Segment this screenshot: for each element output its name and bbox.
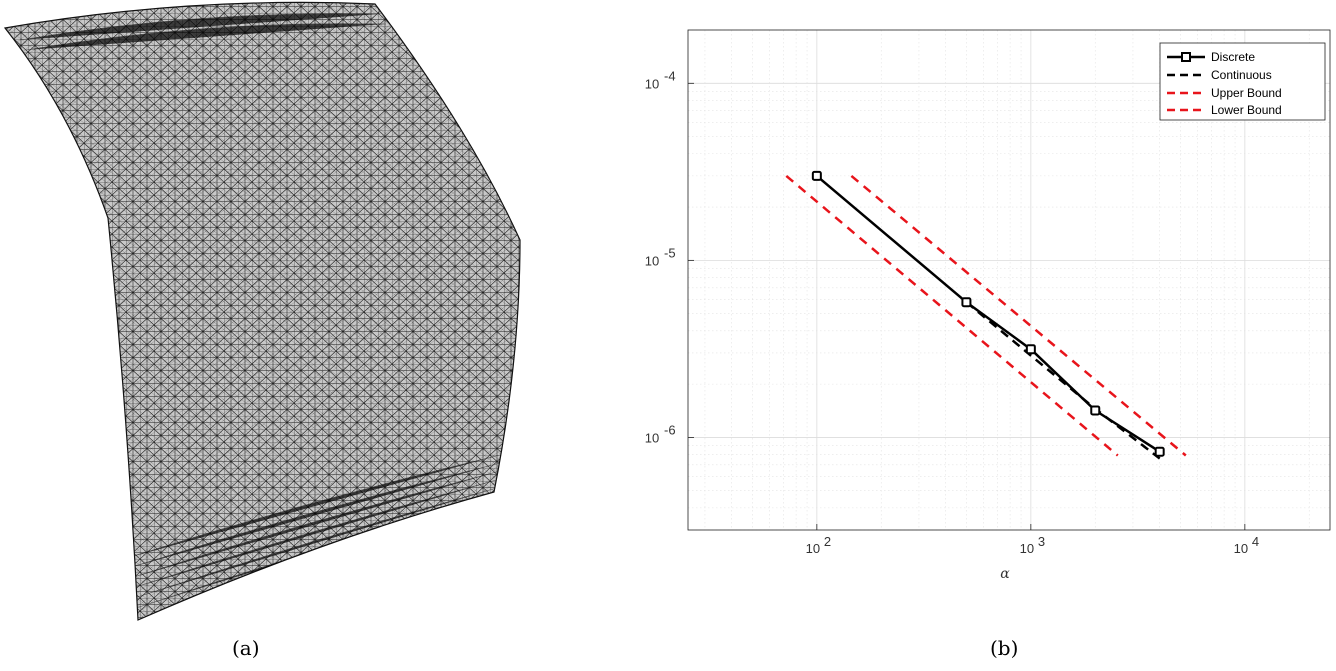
legend-item-discrete: Discrete xyxy=(1167,50,1255,64)
series-upper-bound-line xyxy=(850,174,1187,457)
mesh-surface xyxy=(3,1,521,621)
legend-item-upper-bound: Upper Bound xyxy=(1167,86,1282,100)
panel-label-b: (b) xyxy=(990,636,1019,660)
x-axis-label: α xyxy=(1000,566,1010,582)
y-tick-exponent: -6 xyxy=(664,422,676,437)
discrete-data-point xyxy=(1154,446,1165,457)
chart-figure: 10 2 10 3 10 4 10 -6 10 -5 10 -4 α Discrete Contin… xyxy=(645,29,1331,582)
x-tick-label: 10 xyxy=(1020,541,1034,556)
y-tick-exponent: -5 xyxy=(664,245,676,260)
discrete-data-point xyxy=(1025,344,1036,355)
mesh-surface-figure xyxy=(3,1,521,621)
y-tick-label: 10 xyxy=(645,76,659,91)
x-tick-exponent: 4 xyxy=(1252,534,1259,549)
x-tick-exponent: 3 xyxy=(1038,534,1045,549)
legend-marker-discrete xyxy=(1181,52,1191,62)
panel-label-a: (a) xyxy=(232,636,260,660)
discrete-data-point xyxy=(961,297,972,308)
series-layer xyxy=(785,170,1187,460)
y-tick-label: 10 xyxy=(645,430,659,445)
x-tick-label: 10 xyxy=(806,541,820,556)
legend-label-discrete: Discrete xyxy=(1211,50,1255,64)
y-axis-ticks: 10 -6 10 -5 10 -4 xyxy=(645,68,694,445)
legend-label-continuous: Continuous xyxy=(1211,68,1272,82)
x-axis-ticks: 10 2 10 3 10 4 xyxy=(806,524,1259,556)
discrete-data-point xyxy=(811,170,822,181)
legend: Discrete Continuous Upper Bound Lower Bo… xyxy=(1159,42,1326,121)
legend-item-continuous: Continuous xyxy=(1167,68,1272,82)
plot-frame xyxy=(687,29,1331,531)
y-tick-exponent: -4 xyxy=(664,68,676,83)
discrete-data-point xyxy=(1090,405,1101,416)
legend-label-upper-bound: Upper Bound xyxy=(1211,86,1282,100)
series-lower-bound-line xyxy=(785,174,1119,457)
legend-item-lower-bound: Lower Bound xyxy=(1167,103,1282,117)
x-tick-exponent: 2 xyxy=(824,534,831,549)
x-tick-label: 10 xyxy=(1234,541,1248,556)
legend-label-lower-bound: Lower Bound xyxy=(1211,103,1282,117)
series-continuous-line xyxy=(965,301,1161,460)
y-tick-label: 10 xyxy=(645,253,659,268)
